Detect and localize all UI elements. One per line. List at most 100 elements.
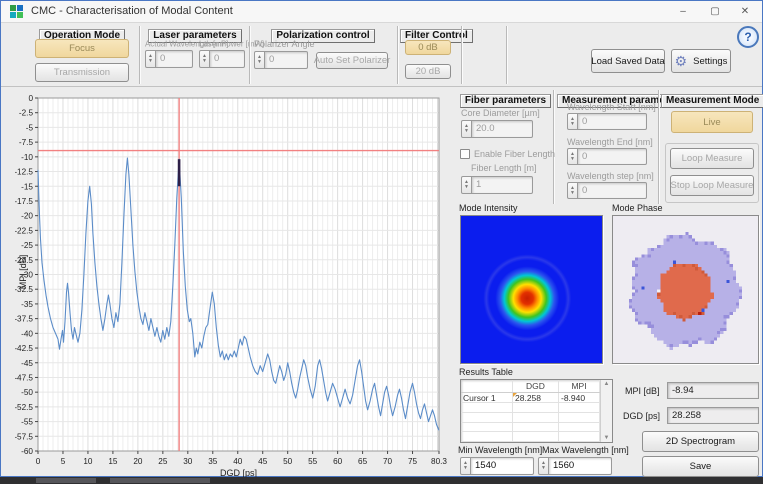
laser-power-value[interactable]: 0 bbox=[210, 50, 245, 68]
stepper-icon[interactable]: ▲ ▼ bbox=[145, 50, 156, 68]
spectrogram-button[interactable]: 2D Spectrogram bbox=[642, 431, 759, 452]
table-row[interactable] bbox=[461, 403, 600, 413]
svg-text:60: 60 bbox=[333, 457, 343, 466]
min-wavelength-value[interactable]: 1540 bbox=[471, 457, 534, 475]
filter-0db-button[interactable]: 0 dB bbox=[405, 40, 451, 55]
core-diameter-field[interactable]: ▲ ▼ 20.0 bbox=[461, 120, 533, 138]
svg-text:0: 0 bbox=[28, 94, 33, 103]
core-diameter-label: Core Diameter [µm] bbox=[461, 108, 540, 118]
svg-text:-10: -10 bbox=[21, 153, 33, 162]
minimize-button[interactable]: – bbox=[680, 6, 686, 17]
table-cell[interactable] bbox=[513, 412, 559, 422]
svg-text:-7.5: -7.5 bbox=[19, 138, 34, 147]
table-row[interactable] bbox=[461, 412, 600, 423]
wavelength-step-value[interactable]: 0 bbox=[578, 182, 647, 199]
stepper-icon[interactable]: ▲ ▼ bbox=[538, 457, 549, 475]
mode-phase-image bbox=[612, 215, 759, 364]
table-row[interactable] bbox=[461, 432, 600, 442]
core-diameter-value[interactable]: 20.0 bbox=[472, 120, 533, 138]
table-cell[interactable] bbox=[559, 422, 600, 432]
maximize-button[interactable]: ▢ bbox=[710, 6, 720, 17]
table-cell[interactable] bbox=[559, 412, 600, 422]
settings-label: Settings bbox=[693, 55, 728, 67]
svg-text:0: 0 bbox=[36, 457, 41, 466]
wavelength-end-value[interactable]: 0 bbox=[578, 148, 647, 165]
stepper-icon[interactable]: ▲ ▼ bbox=[461, 120, 472, 138]
mode-intensity-image bbox=[460, 215, 603, 364]
svg-text:50: 50 bbox=[283, 457, 293, 466]
results-table[interactable]: DGD MPI Cursor 1 28.258 -8.940 bbox=[460, 379, 613, 443]
fiber-length-value[interactable]: 1 bbox=[472, 176, 533, 194]
transmission-button[interactable]: Transmission bbox=[35, 63, 129, 82]
cell-note-marker bbox=[513, 393, 517, 397]
table-cell[interactable] bbox=[461, 422, 513, 432]
stepper-icon[interactable]: ▲ ▼ bbox=[460, 457, 471, 475]
help-button[interactable]: ? bbox=[737, 26, 759, 48]
wavelength-start-field[interactable]: ▲ ▼ 0 bbox=[567, 113, 647, 130]
stepper-icon[interactable]: ▲ ▼ bbox=[567, 113, 578, 130]
app-icon bbox=[10, 5, 23, 18]
focus-button[interactable]: Focus bbox=[35, 39, 129, 58]
scroll-up-icon[interactable]: ▲ bbox=[603, 381, 610, 387]
table-cell[interactable] bbox=[461, 403, 513, 412]
table-cell[interactable] bbox=[461, 432, 513, 441]
wavelength-end-field[interactable]: ▲ ▼ 0 bbox=[567, 148, 647, 165]
table-cell[interactable] bbox=[513, 422, 559, 432]
load-saved-data-button[interactable]: Load Saved Data bbox=[591, 49, 665, 73]
wavelength-end-label: Wavelength End [nm] bbox=[567, 137, 653, 147]
stepper-icon[interactable]: ▲ ▼ bbox=[199, 50, 210, 68]
toolbar-divider bbox=[461, 26, 463, 84]
close-button[interactable]: ✕ bbox=[740, 6, 750, 17]
stepper-icon[interactable]: ▲ ▼ bbox=[254, 51, 265, 69]
loop-measure-button[interactable]: Loop Measure bbox=[670, 148, 754, 169]
live-button[interactable]: Live bbox=[671, 111, 753, 133]
svg-text:-32.5: -32.5 bbox=[15, 285, 33, 294]
filter-20db-button[interactable]: 20 dB bbox=[405, 64, 451, 79]
taskbar-strip bbox=[0, 477, 763, 484]
chart-plot-area[interactable]: 0 -2.5 -5 -7.5 -10 -12.5 -15 -17.5 -20 -22.5 -25 -2… bbox=[14, 89, 453, 478]
loop-buttons-frame bbox=[665, 143, 759, 203]
auto-set-polarizer-button[interactable]: Auto Set Polarizer bbox=[314, 52, 390, 69]
polarizer-angle-field[interactable]: ▲ ▼ 0 bbox=[254, 51, 308, 69]
svg-text:-35: -35 bbox=[21, 300, 33, 309]
stepper-icon[interactable]: ▲ ▼ bbox=[567, 148, 578, 165]
polarizer-angle-value[interactable]: 0 bbox=[265, 51, 308, 69]
table-cell[interactable] bbox=[461, 412, 513, 422]
table-row[interactable]: Cursor 1 28.258 -8.940 bbox=[461, 393, 600, 403]
max-wavelength-value[interactable]: 1560 bbox=[549, 457, 612, 475]
table-scrollbar[interactable]: ▲ ▼ bbox=[600, 380, 612, 442]
mpi-dgd-chart[interactable]: MPI [dB] 0 -2.5 -5 -7.5 -10 -12.5 -15 -17.5 -20 -… bbox=[14, 89, 455, 478]
fiber-length-field[interactable]: ▲ ▼ 1 bbox=[461, 176, 533, 194]
svg-text:55: 55 bbox=[308, 457, 318, 466]
scroll-down-icon[interactable]: ▼ bbox=[603, 435, 610, 441]
enable-fiber-length-checkbox[interactable] bbox=[460, 149, 470, 159]
table-cell[interactable] bbox=[559, 432, 600, 441]
wavelength-start-value[interactable]: 0 bbox=[578, 113, 647, 130]
stepper-icon[interactable]: ▲ ▼ bbox=[567, 182, 578, 199]
title-bar: CMC - Characterisation of Modal Content … bbox=[1, 1, 762, 23]
polarizer-angle-label: Polarizer Angle bbox=[254, 39, 315, 49]
svg-text:5: 5 bbox=[61, 457, 66, 466]
dgd-value-cell[interactable]: 28.258 bbox=[513, 393, 559, 402]
settings-button[interactable]: ⚙ Settings bbox=[671, 49, 731, 73]
save-button[interactable]: Save bbox=[642, 456, 759, 477]
actual-wavelength-value[interactable]: 0 bbox=[156, 50, 193, 68]
min-wavelength-field[interactable]: ▲ ▼ 1540 bbox=[460, 457, 534, 475]
laser-power-field[interactable]: ▲ ▼ 0 bbox=[199, 50, 245, 68]
table-cell[interactable] bbox=[559, 403, 600, 412]
mpi-value-cell[interactable]: -8.940 bbox=[559, 393, 600, 402]
cursor-name-cell[interactable]: Cursor 1 bbox=[461, 393, 513, 402]
measurement-mode-header: Measurement Mode bbox=[661, 94, 763, 108]
table-row[interactable] bbox=[461, 422, 600, 433]
svg-text:-40: -40 bbox=[21, 329, 33, 338]
dgd-readout-label: DGD [ps] bbox=[623, 411, 661, 421]
wavelength-step-field[interactable]: ▲ ▼ 0 bbox=[567, 182, 647, 199]
max-wavelength-field[interactable]: ▲ ▼ 1560 bbox=[538, 457, 612, 475]
stop-loop-measure-button[interactable]: Stop Loop Measure bbox=[670, 175, 754, 196]
actual-wavelength-field[interactable]: ▲ ▼ 0 bbox=[145, 50, 193, 68]
enable-fiber-length-label: Enable Fiber Length bbox=[474, 149, 556, 159]
table-cell[interactable] bbox=[513, 432, 559, 441]
stepper-icon[interactable]: ▲ ▼ bbox=[461, 176, 472, 194]
table-cell[interactable] bbox=[513, 403, 559, 412]
